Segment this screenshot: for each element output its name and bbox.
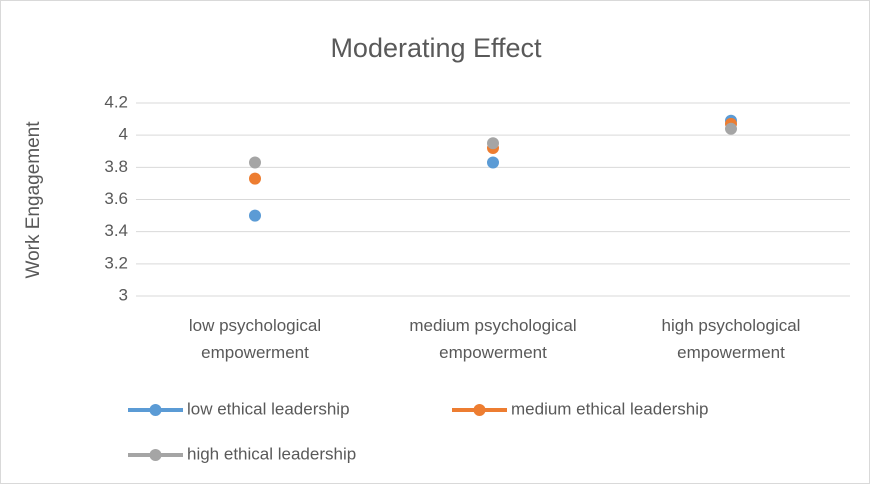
y-tick-label: 3.2 <box>104 253 128 272</box>
point-marker <box>249 209 261 222</box>
chart-title: Moderating Effect <box>330 33 542 63</box>
legend-label: low ethical leadership <box>187 399 350 418</box>
y-tick-label: 4.2 <box>104 92 128 111</box>
point-marker <box>487 137 499 150</box>
legend-marker <box>149 404 162 416</box>
x-tick-label: low psychological empowerment <box>189 316 321 362</box>
x-tick-label: high psychological empowerment <box>662 316 801 362</box>
point-marker <box>249 156 261 169</box>
y-axis-label: Work Engagement <box>23 121 44 279</box>
point-marker <box>487 156 499 169</box>
y-tick-label: 3 <box>119 285 128 304</box>
y-tick-label: 3.6 <box>104 189 128 208</box>
legend-marker <box>473 404 486 416</box>
x-tick-label: medium psychological empowerment <box>409 316 576 362</box>
y-tick-label: 4 <box>119 125 128 144</box>
legend-marker <box>149 449 162 461</box>
legend-label: high ethical leadership <box>187 444 356 463</box>
y-tick-label: 3.4 <box>104 221 128 240</box>
legend-label: medium ethical leadership <box>511 399 709 418</box>
y-tick-label: 3.8 <box>104 157 128 176</box>
point-marker <box>249 172 261 185</box>
point-marker <box>725 122 737 135</box>
